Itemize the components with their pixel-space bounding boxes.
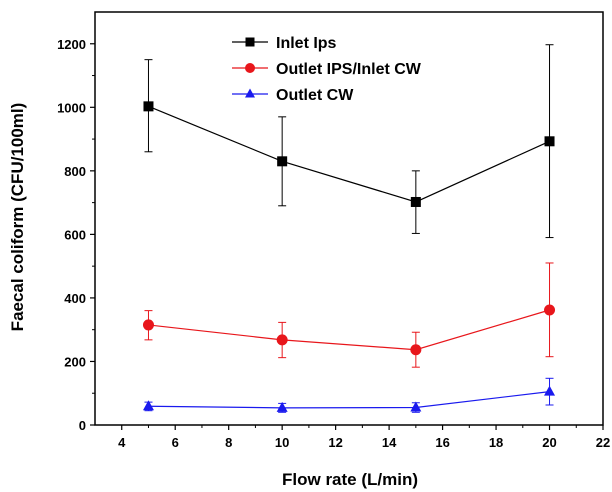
data-point [544, 136, 555, 147]
y-tick-label: 800 [64, 164, 86, 179]
y-axis-title: Faecal coliform (CFU/100ml) [8, 103, 27, 332]
data-point [276, 401, 288, 412]
x-tick-label: 20 [542, 435, 556, 450]
data-point [544, 304, 556, 316]
data-point [276, 334, 288, 346]
y-tick-label: 0 [79, 418, 86, 433]
data-point [142, 319, 154, 331]
x-tick-label: 4 [118, 435, 126, 450]
y-axis: 0 200 400 600 800 1000 1200 [57, 37, 95, 433]
data-point [410, 196, 421, 207]
x-tick-label: 12 [328, 435, 342, 450]
data-point [245, 37, 255, 47]
x-tick-label: 14 [382, 435, 397, 450]
x-axis-title: Flow rate (L/min) [282, 470, 418, 489]
y-tick-label: 600 [64, 227, 86, 242]
x-tick-label: 6 [172, 435, 179, 450]
legend-item: Outlet IPS/Inlet CW [232, 61, 422, 78]
legend-item: Outlet CW [232, 87, 354, 104]
y-tick-label: 1000 [57, 100, 86, 115]
plot-border [94, 11, 604, 426]
legend: Inlet Ips Outlet IPS/Inlet CW Outlet CW [232, 35, 422, 104]
x-tick-label: 16 [435, 435, 449, 450]
plot-area [94, 11, 604, 426]
data-point [410, 344, 422, 356]
data-point [410, 401, 422, 412]
x-tick-label: 10 [275, 435, 289, 450]
y-tick-label: 200 [64, 354, 86, 369]
x-tick-label: 22 [596, 435, 610, 450]
series-inlet-ips [143, 44, 555, 239]
data-point [277, 156, 288, 167]
series-outlet-ips-inlet-cw [142, 262, 556, 368]
series-line [148, 105, 550, 203]
legend-label: Inlet Ips [276, 35, 337, 52]
legend-label: Outlet IPS/Inlet CW [276, 61, 422, 78]
data-point [142, 400, 154, 411]
x-tick-label: 8 [225, 435, 232, 450]
series-outlet-cw [142, 377, 556, 413]
y-tick-label: 1200 [57, 37, 86, 52]
x-tick-label: 18 [489, 435, 503, 450]
series-line [148, 309, 550, 351]
data-point [143, 101, 154, 112]
series-layer [142, 44, 556, 413]
data-point [245, 63, 255, 73]
data-point [544, 385, 556, 396]
legend-item: Inlet Ips [232, 35, 337, 52]
data-point [245, 88, 255, 98]
series-line [148, 391, 550, 409]
x-axis: 4 6 8 10 12 14 16 18 20 22 [118, 425, 610, 450]
y-tick-label: 400 [64, 291, 86, 306]
legend-label: Outlet CW [276, 87, 354, 104]
